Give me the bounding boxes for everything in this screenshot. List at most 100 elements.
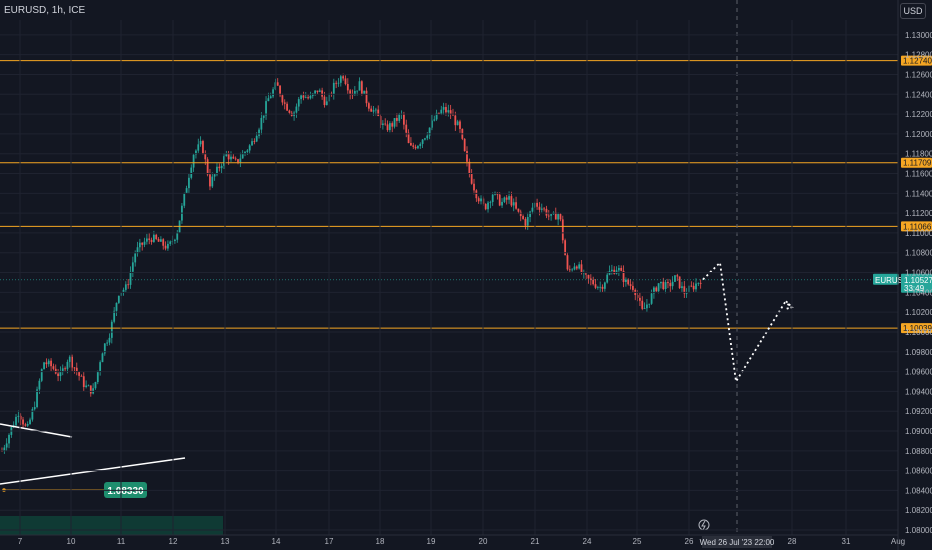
price-tick-label: 1.09800 (905, 348, 932, 357)
candle-body (43, 362, 45, 370)
projection-path[interactable] (702, 260, 793, 385)
candle-body (447, 110, 450, 113)
candle-body (575, 266, 578, 269)
candle-body (508, 196, 510, 200)
candle-body (519, 211, 522, 217)
candle-body (421, 139, 424, 144)
candle-body (239, 158, 242, 163)
candle-body (31, 409, 34, 420)
time-tick-label: 10 (67, 537, 76, 546)
candle-body (122, 289, 125, 293)
candle-body (136, 247, 139, 254)
candle-body (470, 173, 473, 184)
price-tick-label: 1.11000 (905, 229, 932, 238)
candle-body (587, 274, 590, 279)
candle-body (568, 269, 571, 271)
candle-body (636, 295, 639, 298)
candle-body (599, 286, 602, 288)
candle-body (318, 90, 321, 92)
candle-body (110, 321, 113, 338)
candle-body (92, 388, 95, 394)
candle-body (484, 203, 487, 210)
current-price-label: 1.10527 (904, 276, 932, 285)
candle-body (356, 90, 359, 92)
crosshair-time-tag (702, 536, 772, 548)
levels-layer: 1.12740 1.11709 1.11066 1.10039 EURUSD1.1052… (0, 55, 932, 334)
level-price-tag (901, 157, 932, 168)
candle-body (297, 99, 300, 107)
trend-line-upper[interactable] (0, 423, 73, 438)
candle-body (632, 285, 634, 290)
candle-body (288, 110, 291, 113)
candle-body (360, 81, 363, 94)
candle-body (255, 135, 258, 142)
candle-body (650, 293, 653, 304)
time-tick-label: 25 (633, 537, 642, 546)
price-tick-label: 1.10000 (905, 328, 932, 337)
price-tick-label: 1.10200 (905, 308, 932, 317)
candle-body (145, 238, 148, 242)
candle-body (220, 165, 223, 169)
price-tick-label: 1.11400 (905, 189, 932, 198)
candle-body (601, 286, 604, 289)
candle-body (381, 123, 384, 125)
time-tick-label: 17 (325, 537, 334, 546)
candle-body (660, 281, 662, 284)
candle-body (346, 84, 349, 91)
candle-body (248, 145, 251, 151)
candle-body (342, 76, 345, 79)
candle-body (622, 270, 625, 282)
candle-body (403, 113, 405, 125)
currency-button[interactable]: USD (900, 3, 926, 19)
candle-body (237, 159, 239, 163)
candle-body (388, 123, 391, 131)
price-tick-label: 1.11800 (905, 150, 932, 159)
candle-body (337, 82, 340, 84)
candle-body (566, 255, 569, 270)
price-tick-label: 1.08000 (905, 526, 932, 535)
candle-body (209, 174, 211, 187)
candle-body (664, 282, 667, 289)
candle-body (477, 198, 480, 202)
candle-body (349, 90, 352, 94)
candle-body (395, 118, 398, 121)
candle-body (225, 153, 228, 157)
price-tick-label: 1.11600 (905, 170, 932, 179)
candle-body (480, 198, 482, 202)
candle-body (258, 129, 260, 136)
candle-body (643, 308, 646, 310)
candle-body (610, 269, 613, 272)
candle-body (188, 177, 190, 189)
candle-body (204, 153, 207, 160)
candle-body (272, 89, 274, 97)
time-tick-label: 21 (531, 537, 540, 546)
candle-body (540, 208, 543, 210)
candle-body (276, 82, 279, 86)
candle-body (5, 443, 8, 448)
candle-body (538, 206, 541, 210)
candle-body (192, 154, 195, 168)
candle-body (124, 284, 127, 290)
candle-body (594, 284, 597, 288)
candle-body (47, 360, 50, 365)
candle-body (96, 370, 99, 383)
candle-body (274, 82, 277, 90)
candle-body (82, 376, 85, 388)
candle-body (155, 234, 158, 239)
candle-body (529, 211, 531, 217)
candle-body (99, 362, 102, 371)
candle-body (216, 166, 218, 175)
candle-body (199, 141, 202, 145)
candle-body (353, 91, 356, 96)
candle-body (557, 214, 560, 220)
candle-body (33, 407, 36, 410)
candle-body (241, 153, 244, 159)
candle-body (657, 283, 660, 292)
candle-body (676, 275, 679, 277)
candle-body (162, 239, 165, 246)
time-tick-label: 12 (169, 537, 178, 546)
candle-body (571, 269, 574, 271)
candle-body (515, 202, 517, 209)
candle-body (253, 141, 256, 142)
